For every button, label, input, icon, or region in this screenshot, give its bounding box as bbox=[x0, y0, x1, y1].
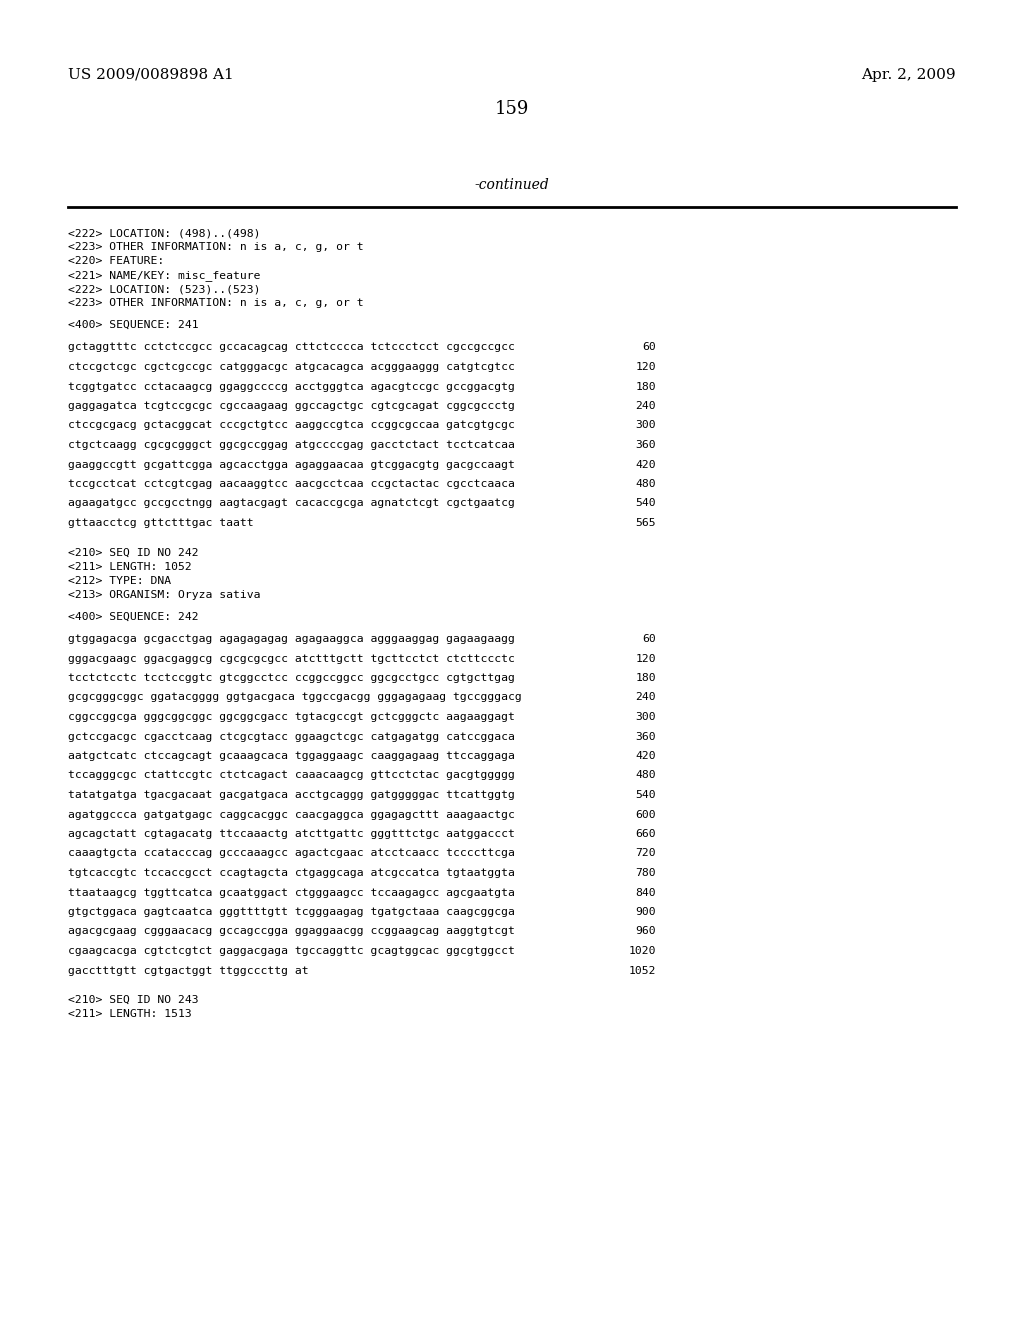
Text: 600: 600 bbox=[635, 809, 656, 820]
Text: 540: 540 bbox=[635, 789, 656, 800]
Text: gcgcgggcggc ggatacgggg ggtgacgaca tggccgacgg gggagagaag tgccgggacg: gcgcgggcggc ggatacgggg ggtgacgaca tggccg… bbox=[68, 693, 522, 702]
Text: ctccgcgacg gctacggcat cccgctgtcc aaggccgtca ccggcgccaa gatcgtgcgc: ctccgcgacg gctacggcat cccgctgtcc aaggccg… bbox=[68, 421, 515, 430]
Text: 159: 159 bbox=[495, 100, 529, 117]
Text: 420: 420 bbox=[635, 751, 656, 762]
Text: aatgctcatc ctccagcagt gcaaagcaca tggaggaagc caaggagaag ttccaggaga: aatgctcatc ctccagcagt gcaaagcaca tggagga… bbox=[68, 751, 515, 762]
Text: tccagggcgc ctattccgtc ctctcagact caaacaagcg gttcctctac gacgtggggg: tccagggcgc ctattccgtc ctctcagact caaacaa… bbox=[68, 771, 515, 780]
Text: gaaggccgtt gcgattcgga agcacctgga agaggaacaa gtcggacgtg gacgccaagt: gaaggccgtt gcgattcgga agcacctgga agaggaa… bbox=[68, 459, 515, 470]
Text: 360: 360 bbox=[635, 440, 656, 450]
Text: tatatgatga tgacgacaat gacgatgaca acctgcaggg gatgggggac ttcattggtg: tatatgatga tgacgacaat gacgatgaca acctgca… bbox=[68, 789, 515, 800]
Text: gctccgacgc cgacctcaag ctcgcgtacc ggaagctcgc catgagatgg catccggaca: gctccgacgc cgacctcaag ctcgcgtacc ggaagct… bbox=[68, 731, 515, 742]
Text: gacctttgtt cgtgactggt ttggcccttg at: gacctttgtt cgtgactggt ttggcccttg at bbox=[68, 965, 308, 975]
Text: 360: 360 bbox=[635, 731, 656, 742]
Text: 565: 565 bbox=[635, 517, 656, 528]
Text: tgtcaccgtc tccaccgcct ccagtagcta ctgaggcaga atcgccatca tgtaatggta: tgtcaccgtc tccaccgcct ccagtagcta ctgaggc… bbox=[68, 869, 515, 878]
Text: US 2009/0089898 A1: US 2009/0089898 A1 bbox=[68, 69, 233, 82]
Text: tcctctcctc tcctccggtc gtcggcctcc ccggccggcc ggcgcctgcc cgtgcttgag: tcctctcctc tcctccggtc gtcggcctcc ccggccg… bbox=[68, 673, 515, 682]
Text: <210> SEQ ID NO 242: <210> SEQ ID NO 242 bbox=[68, 548, 199, 557]
Text: 120: 120 bbox=[635, 362, 656, 372]
Text: 840: 840 bbox=[635, 887, 656, 898]
Text: gtgctggaca gagtcaatca gggttttgtt tcgggaagag tgatgctaaa caagcggcga: gtgctggaca gagtcaatca gggttttgtt tcgggaa… bbox=[68, 907, 515, 917]
Text: <222> LOCATION: (498)..(498): <222> LOCATION: (498)..(498) bbox=[68, 228, 260, 238]
Text: 540: 540 bbox=[635, 499, 656, 508]
Text: <211> LENGTH: 1513: <211> LENGTH: 1513 bbox=[68, 1008, 191, 1019]
Text: <400> SEQUENCE: 241: <400> SEQUENCE: 241 bbox=[68, 319, 199, 330]
Text: ctccgctcgc cgctcgccgc catgggacgc atgcacagca acgggaaggg catgtcgtcc: ctccgctcgc cgctcgccgc catgggacgc atgcaca… bbox=[68, 362, 515, 372]
Text: 240: 240 bbox=[635, 693, 656, 702]
Text: 660: 660 bbox=[635, 829, 656, 840]
Text: 960: 960 bbox=[635, 927, 656, 936]
Text: cgaagcacga cgtctcgtct gaggacgaga tgccaggttc gcagtggcac ggcgtggcct: cgaagcacga cgtctcgtct gaggacgaga tgccagg… bbox=[68, 946, 515, 956]
Text: 420: 420 bbox=[635, 459, 656, 470]
Text: agacgcgaag cgggaacacg gccagccgga ggaggaacgg ccggaagcag aaggtgtcgt: agacgcgaag cgggaacacg gccagccgga ggaggaa… bbox=[68, 927, 515, 936]
Text: tccgcctcat cctcgtcgag aacaaggtcc aacgcctcaa ccgctactac cgcctcaaca: tccgcctcat cctcgtcgag aacaaggtcc aacgcct… bbox=[68, 479, 515, 488]
Text: 480: 480 bbox=[635, 479, 656, 488]
Text: 240: 240 bbox=[635, 401, 656, 411]
Text: gctaggtttc cctctccgcc gccacagcag cttctcccca tctccctcct cgccgccgcc: gctaggtttc cctctccgcc gccacagcag cttctcc… bbox=[68, 342, 515, 352]
Text: 900: 900 bbox=[635, 907, 656, 917]
Text: 480: 480 bbox=[635, 771, 656, 780]
Text: agatggccca gatgatgagc caggcacggc caacgaggca ggagagcttt aaagaactgc: agatggccca gatgatgagc caggcacggc caacgag… bbox=[68, 809, 515, 820]
Text: ctgctcaagg cgcgcgggct ggcgccggag atgccccgag gacctctact tcctcatcaa: ctgctcaagg cgcgcgggct ggcgccggag atgcccc… bbox=[68, 440, 515, 450]
Text: 60: 60 bbox=[642, 634, 656, 644]
Text: 1052: 1052 bbox=[629, 965, 656, 975]
Text: 300: 300 bbox=[635, 711, 656, 722]
Text: <222> LOCATION: (523)..(523): <222> LOCATION: (523)..(523) bbox=[68, 284, 260, 294]
Text: 60: 60 bbox=[642, 342, 656, 352]
Text: <223> OTHER INFORMATION: n is a, c, g, or t: <223> OTHER INFORMATION: n is a, c, g, o… bbox=[68, 242, 364, 252]
Text: <212> TYPE: DNA: <212> TYPE: DNA bbox=[68, 576, 171, 586]
Text: 720: 720 bbox=[635, 849, 656, 858]
Text: 180: 180 bbox=[635, 381, 656, 392]
Text: 1020: 1020 bbox=[629, 946, 656, 956]
Text: 780: 780 bbox=[635, 869, 656, 878]
Text: -continued: -continued bbox=[475, 178, 549, 191]
Text: <221> NAME/KEY: misc_feature: <221> NAME/KEY: misc_feature bbox=[68, 271, 260, 281]
Text: ttaataagcg tggttcatca gcaatggact ctgggaagcc tccaagagcc agcgaatgta: ttaataagcg tggttcatca gcaatggact ctgggaa… bbox=[68, 887, 515, 898]
Text: 120: 120 bbox=[635, 653, 656, 664]
Text: agaagatgcc gccgcctngg aagtacgagt cacaccgcga agnatctcgt cgctgaatcg: agaagatgcc gccgcctngg aagtacgagt cacaccg… bbox=[68, 499, 515, 508]
Text: Apr. 2, 2009: Apr. 2, 2009 bbox=[861, 69, 956, 82]
Text: agcagctatt cgtagacatg ttccaaactg atcttgattc gggtttctgc aatggaccct: agcagctatt cgtagacatg ttccaaactg atcttga… bbox=[68, 829, 515, 840]
Text: <210> SEQ ID NO 243: <210> SEQ ID NO 243 bbox=[68, 995, 199, 1005]
Text: <223> OTHER INFORMATION: n is a, c, g, or t: <223> OTHER INFORMATION: n is a, c, g, o… bbox=[68, 298, 364, 308]
Text: tcggtgatcc cctacaagcg ggaggccccg acctgggtca agacgtccgc gccggacgtg: tcggtgatcc cctacaagcg ggaggccccg acctggg… bbox=[68, 381, 515, 392]
Text: <220> FEATURE:: <220> FEATURE: bbox=[68, 256, 164, 267]
Text: gtggagacga gcgacctgag agagagagag agagaaggca agggaaggag gagaagaagg: gtggagacga gcgacctgag agagagagag agagaag… bbox=[68, 634, 515, 644]
Text: gggacgaagc ggacgaggcg cgcgcgcgcc atctttgctt tgcttcctct ctcttccctc: gggacgaagc ggacgaggcg cgcgcgcgcc atctttg… bbox=[68, 653, 515, 664]
Text: 180: 180 bbox=[635, 673, 656, 682]
Text: <211> LENGTH: 1052: <211> LENGTH: 1052 bbox=[68, 561, 191, 572]
Text: <400> SEQUENCE: 242: <400> SEQUENCE: 242 bbox=[68, 611, 199, 622]
Text: caaagtgcta ccatacccag gcccaaagcc agactcgaac atcctcaacc tccccttcga: caaagtgcta ccatacccag gcccaaagcc agactcg… bbox=[68, 849, 515, 858]
Text: gttaacctcg gttctttgac taatt: gttaacctcg gttctttgac taatt bbox=[68, 517, 254, 528]
Text: gaggagatca tcgtccgcgc cgccaagaag ggccagctgc cgtcgcagat cggcgccctg: gaggagatca tcgtccgcgc cgccaagaag ggccagc… bbox=[68, 401, 515, 411]
Text: cggccggcga gggcggcggc ggcggcgacc tgtacgccgt gctcgggctc aagaaggagt: cggccggcga gggcggcggc ggcggcgacc tgtacgc… bbox=[68, 711, 515, 722]
Text: <213> ORGANISM: Oryza sativa: <213> ORGANISM: Oryza sativa bbox=[68, 590, 260, 599]
Text: 300: 300 bbox=[635, 421, 656, 430]
